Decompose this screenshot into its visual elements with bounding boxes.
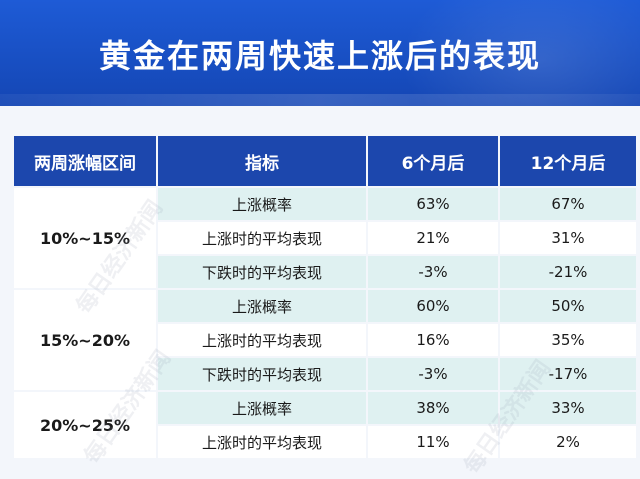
- value-12m-cell: 35%: [500, 324, 636, 356]
- table-row: 上涨时的平均表现 21% 31%: [14, 222, 636, 254]
- value-6m-cell: -3%: [368, 256, 498, 288]
- metric-cell: 上涨时的平均表现: [158, 324, 366, 356]
- metric-cell: 上涨时的平均表现: [158, 222, 366, 254]
- header-6m: 6个月后: [368, 136, 498, 186]
- range-cell: 15%~20%: [14, 290, 156, 390]
- table-row: 上涨时的平均表现 16% 35%: [14, 324, 636, 356]
- title-banner: 黄金在两周快速上涨后的表现: [0, 0, 640, 106]
- header-metric: 指标: [158, 136, 366, 186]
- range-cell: 10%~15%: [14, 188, 156, 288]
- value-12m-cell: 31%: [500, 222, 636, 254]
- header-12m: 12个月后: [500, 136, 636, 186]
- value-12m-cell: -21%: [500, 256, 636, 288]
- table-row: 上涨时的平均表现 11% 2%: [14, 426, 636, 458]
- value-12m-cell: -17%: [500, 358, 636, 390]
- table-row: 10%~15% 上涨概率 63% 67%: [14, 188, 636, 288]
- header-row: 两周涨幅区间 指标 6个月后 12个月后: [14, 136, 636, 186]
- value-12m-cell: 33%: [500, 392, 636, 424]
- metric-cell: 上涨概率: [158, 392, 366, 424]
- table-row: 下跌时的平均表现 -3% -17%: [14, 358, 636, 390]
- metric-cell: 下跌时的平均表现: [158, 358, 366, 390]
- value-6m-cell: -3%: [368, 358, 498, 390]
- range-cell: 20%~25%: [14, 392, 156, 458]
- value-12m-cell: 2%: [500, 426, 636, 458]
- table-row: 下跌时的平均表现 -3% -21%: [14, 256, 636, 288]
- data-table: 两周涨幅区间 指标 6个月后 12个月后 10%~15% 上涨概率 63% 67…: [12, 134, 638, 460]
- table-row: 20%~25% 上涨概率 38% 33%: [14, 392, 636, 458]
- metric-cell: 上涨概率: [158, 188, 366, 220]
- header-range: 两周涨幅区间: [14, 136, 156, 186]
- value-6m-cell: 38%: [368, 392, 498, 424]
- value-6m-cell: 11%: [368, 426, 498, 458]
- table-row: 15%~20% 上涨概率 60% 50%: [14, 290, 636, 390]
- value-12m-cell: 67%: [500, 188, 636, 220]
- metric-cell: 上涨时的平均表现: [158, 426, 366, 458]
- value-12m-cell: 50%: [500, 290, 636, 322]
- page-title: 黄金在两周快速上涨后的表现: [98, 37, 541, 75]
- value-6m-cell: 63%: [368, 188, 498, 220]
- metric-cell: 上涨概率: [158, 290, 366, 322]
- metric-cell: 下跌时的平均表现: [158, 256, 366, 288]
- value-6m-cell: 60%: [368, 290, 498, 322]
- value-6m-cell: 16%: [368, 324, 498, 356]
- value-6m-cell: 21%: [368, 222, 498, 254]
